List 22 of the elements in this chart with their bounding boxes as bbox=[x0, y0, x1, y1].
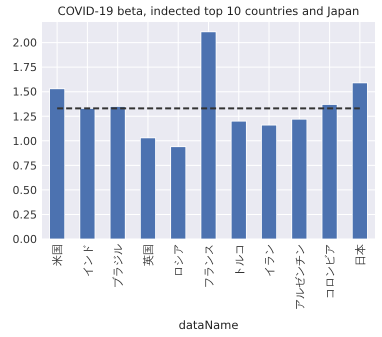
x-tick-label: ブラジル bbox=[112, 244, 125, 288]
y-tick-label: 1.00 bbox=[12, 134, 37, 148]
y-tick-label: 1.25 bbox=[12, 110, 37, 124]
y-tick-label: 1.50 bbox=[12, 86, 37, 99]
y-tick-label: 1.75 bbox=[12, 61, 37, 74]
x-tick-label: ロシア bbox=[172, 244, 186, 277]
x-tick-label: 日本 bbox=[354, 244, 367, 266]
x-tick-label: フランス bbox=[202, 244, 216, 288]
x-tick-label: トルコ bbox=[232, 244, 246, 277]
x-tick-label: 英国 bbox=[142, 244, 155, 266]
x-axis-title: dataName bbox=[178, 318, 238, 332]
x-tick-label: 米国 bbox=[51, 244, 64, 266]
x-tick-label: コロンビア bbox=[324, 244, 337, 299]
chart-title: COVID-19 beta, indected top 10 countries and Japan bbox=[58, 4, 360, 18]
y-tick-label: 2.00 bbox=[12, 36, 37, 50]
y-tick-label: 0.50 bbox=[12, 184, 37, 197]
y-tick-label: 0.00 bbox=[12, 233, 37, 246]
y-tick-label: 0.25 bbox=[12, 208, 37, 222]
y-tick-label: 0.75 bbox=[12, 159, 37, 172]
x-tick-label: インド bbox=[81, 244, 94, 277]
x-tick-label: アルゼンチン bbox=[293, 244, 306, 310]
x-tick-label: イラン bbox=[263, 244, 276, 277]
